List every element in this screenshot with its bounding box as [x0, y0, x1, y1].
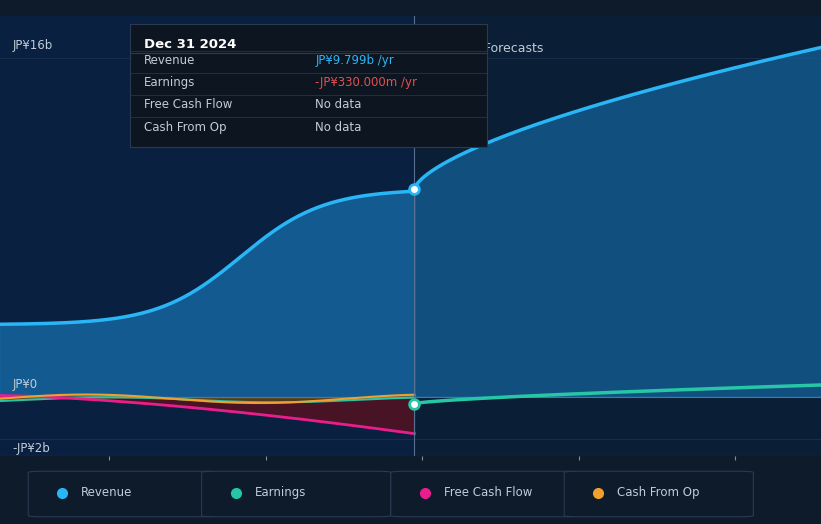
- Text: Dec 31 2024: Dec 31 2024: [144, 38, 236, 51]
- FancyBboxPatch shape: [202, 471, 391, 517]
- Text: No data: No data: [315, 99, 362, 112]
- Text: JP¥9.799b /yr: JP¥9.799b /yr: [315, 54, 394, 67]
- Text: Past: Past: [371, 41, 402, 54]
- Text: -JP¥330.000m /yr: -JP¥330.000m /yr: [315, 76, 417, 89]
- FancyBboxPatch shape: [28, 471, 218, 517]
- Bar: [0, 16, 415, 456]
- FancyBboxPatch shape: [391, 471, 580, 517]
- Text: Earnings: Earnings: [144, 76, 195, 89]
- Bar: [415, 16, 821, 456]
- Text: Analysts Forecasts: Analysts Forecasts: [427, 41, 544, 54]
- Text: Free Cash Flow: Free Cash Flow: [443, 486, 532, 499]
- Text: Cash From Op: Cash From Op: [617, 486, 699, 499]
- Text: Earnings: Earnings: [255, 486, 305, 499]
- Text: Free Cash Flow: Free Cash Flow: [144, 99, 232, 112]
- Text: -JP¥2b: -JP¥2b: [12, 442, 50, 455]
- Text: Cash From Op: Cash From Op: [144, 121, 227, 134]
- Text: No data: No data: [315, 121, 362, 134]
- Text: JP¥16b: JP¥16b: [12, 39, 53, 52]
- FancyBboxPatch shape: [564, 471, 754, 517]
- Text: Revenue: Revenue: [144, 54, 195, 67]
- Text: JP¥0: JP¥0: [12, 378, 38, 391]
- Text: Revenue: Revenue: [81, 486, 132, 499]
